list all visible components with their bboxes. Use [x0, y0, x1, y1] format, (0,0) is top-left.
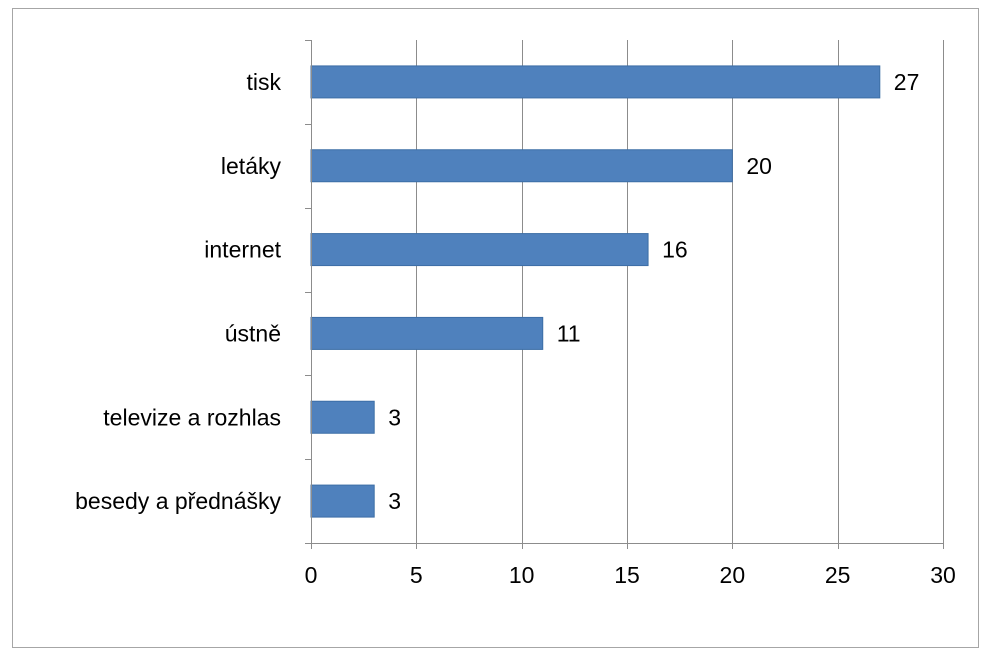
category-label-3: ústně [225, 320, 281, 346]
bar-5 [310, 484, 375, 518]
chart-container: 0 5 10 15 20 25 30 tisk letáky internet ústně telev… [12, 8, 979, 648]
bar-0 [310, 65, 881, 99]
bar-3 [310, 316, 544, 350]
x-tick-label-25: 25 [825, 562, 851, 588]
data-label-5: 3 [388, 488, 401, 514]
x-tick-label-10: 10 [509, 562, 535, 588]
labels: 0 5 10 15 20 25 30 tisk letáky internet ústně telev… [75, 69, 956, 588]
data-label-1: 20 [746, 153, 772, 179]
data-label-4: 3 [388, 404, 401, 430]
x-tick-label-5: 5 [410, 562, 423, 588]
x-tick-label-20: 20 [720, 562, 746, 588]
data-label-2: 16 [662, 237, 688, 263]
category-label-2: internet [204, 237, 281, 263]
category-label-0: tisk [247, 69, 282, 95]
category-label-4: televize a rozhlas [103, 404, 281, 430]
x-tick-label-0: 0 [305, 562, 318, 588]
category-label-5: besedy a přednášky [75, 488, 281, 514]
category-label-1: letáky [221, 153, 282, 179]
data-label-3: 11 [557, 320, 581, 346]
bar-2 [310, 233, 649, 267]
data-label-0: 27 [894, 69, 920, 95]
bars [310, 65, 881, 518]
bar-1 [310, 149, 733, 183]
bar-chart: 0 5 10 15 20 25 30 tisk letáky internet ústně telev… [75, 40, 956, 588]
x-tick-label-15: 15 [614, 562, 640, 588]
gridlines [416, 40, 944, 543]
axes [305, 40, 944, 549]
bar-4 [310, 400, 375, 434]
x-tick-label-30: 30 [930, 562, 956, 588]
